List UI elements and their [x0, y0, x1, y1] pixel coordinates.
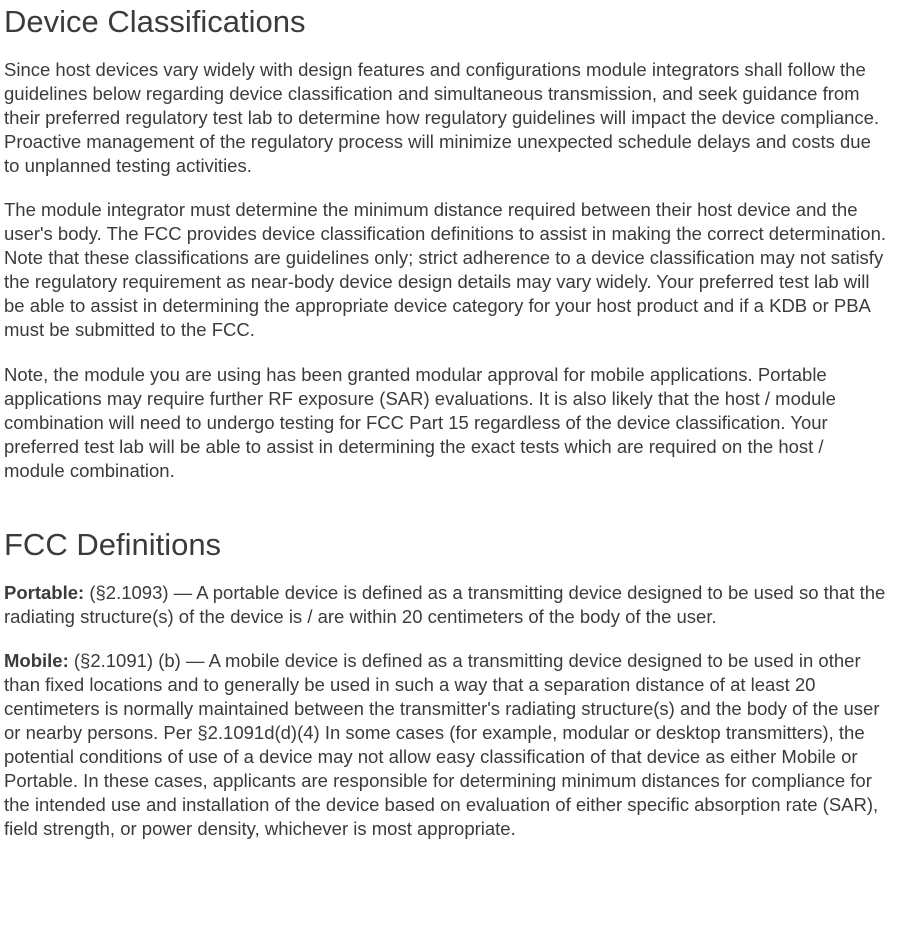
definition-mobile: Mobile: (§2.1091) (b) — A mobile device … — [4, 649, 886, 841]
definition-portable: Portable: (§2.1093) — A portable device … — [4, 581, 886, 629]
section1-para3: Note, the module you are using has been … — [4, 363, 886, 483]
definition-body-mobile: (§2.1091) (b) — A mobile device is defin… — [4, 650, 880, 839]
document-page: Device Classifications Since host device… — [0, 0, 898, 941]
definition-label-portable: Portable: — [4, 582, 84, 603]
section-heading-fcc-definitions: FCC Definitions — [4, 527, 886, 563]
definition-label-mobile: Mobile: — [4, 650, 69, 671]
section-spacer — [4, 503, 886, 527]
section1-para1: Since host devices vary widely with desi… — [4, 58, 886, 178]
section1-para2: The module integrator must determine the… — [4, 198, 886, 342]
definition-body-portable: (§2.1093) — A portable device is defined… — [4, 582, 885, 627]
section-heading-device-classifications: Device Classifications — [4, 4, 886, 40]
